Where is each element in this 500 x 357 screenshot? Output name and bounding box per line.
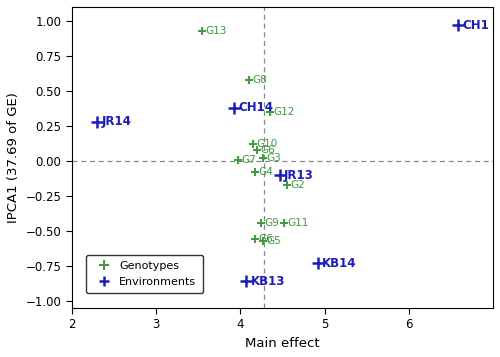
Text: JR14: JR14 bbox=[102, 115, 131, 128]
Y-axis label: IPCA1 (37.69 of GE): IPCA1 (37.69 of GE) bbox=[7, 92, 20, 223]
Text: G9: G9 bbox=[264, 218, 280, 228]
Legend: Genotypes, Environments: Genotypes, Environments bbox=[86, 255, 203, 293]
Text: G3: G3 bbox=[266, 153, 281, 163]
Text: KB13: KB13 bbox=[250, 275, 285, 288]
Text: CH14: CH14 bbox=[238, 101, 274, 114]
Text: G11: G11 bbox=[288, 218, 309, 228]
Text: G6: G6 bbox=[259, 235, 274, 245]
Text: CH1: CH1 bbox=[462, 19, 488, 32]
Text: G6: G6 bbox=[260, 145, 276, 155]
Text: G7: G7 bbox=[241, 155, 256, 165]
Text: KB14: KB14 bbox=[322, 257, 356, 270]
Text: G13: G13 bbox=[206, 26, 227, 36]
X-axis label: Main effect: Main effect bbox=[245, 337, 320, 350]
Text: G8: G8 bbox=[252, 75, 267, 85]
Text: G2: G2 bbox=[290, 180, 305, 190]
Text: G10: G10 bbox=[256, 139, 278, 149]
Text: JR13: JR13 bbox=[284, 169, 314, 181]
Text: G5: G5 bbox=[266, 236, 281, 246]
Text: G12: G12 bbox=[273, 107, 294, 117]
Text: G4: G4 bbox=[259, 167, 274, 177]
